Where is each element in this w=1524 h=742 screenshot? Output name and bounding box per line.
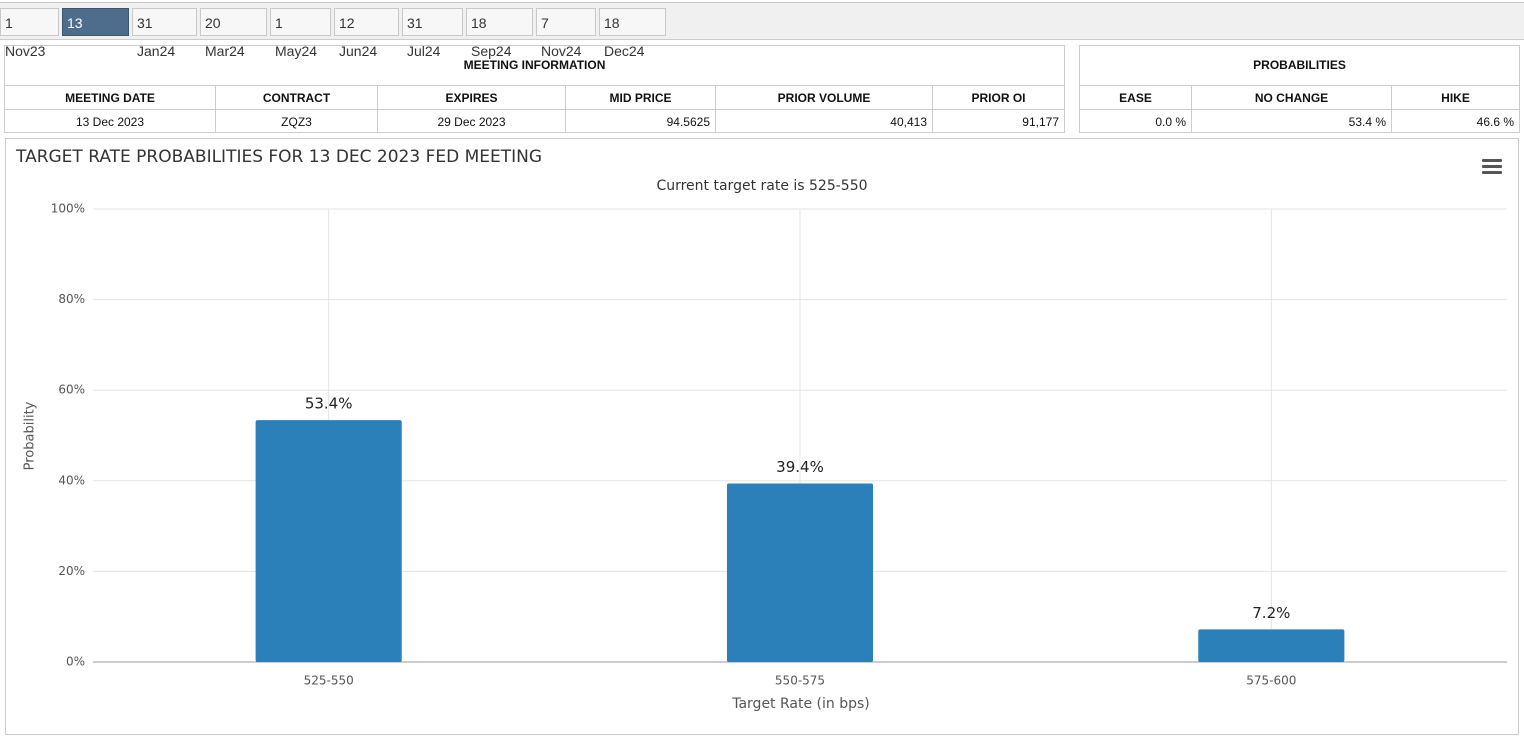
y-tick-label: 100% — [51, 202, 85, 216]
tab[interactable]: 7 Nov24 — [536, 8, 596, 59]
tab[interactable]: 1 Nov23 — [0, 8, 59, 59]
table-cell: 0.0 % — [1080, 109, 1191, 133]
table-cell: 40,413 — [715, 109, 932, 133]
column-header: CONTRACT — [215, 85, 377, 109]
tab-bar: 1 Nov23 13 Dec23 31 Jan24 20 Mar24 1 May24 12… — [0, 2, 1524, 59]
table-title: PROBABILITIES — [1253, 58, 1346, 72]
tab[interactable]: 20 Mar24 — [200, 8, 267, 59]
chart-title: TARGET RATE PROBABILITIES FOR 13 DEC 202… — [15, 147, 542, 167]
table-cell: 94.5625 — [565, 109, 715, 133]
table-cell: 53.4 % — [1191, 109, 1391, 133]
tab[interactable]: 18 Sep24 — [466, 8, 533, 59]
bar — [726, 483, 874, 662]
table-cell: 13 Dec 2023 — [5, 109, 215, 133]
table-cell: ZQZ3 — [215, 109, 377, 133]
x-tick-label: 525-550 — [304, 674, 354, 688]
column-header: NO CHANGE — [1191, 85, 1391, 109]
chart-panel — [5, 138, 1519, 735]
tab[interactable]: 12 Jun24 — [334, 8, 399, 59]
chart-subtitle: Current target rate is 525-550 — [656, 178, 867, 194]
y-tick-label: 80% — [58, 292, 85, 306]
tab[interactable]: 1 May24 — [270, 8, 331, 59]
column-header: PRIOR VOLUME — [715, 85, 932, 109]
table-cell: 46.6 % — [1391, 109, 1519, 133]
y-tick-label: 40% — [58, 473, 85, 487]
x-tick-label: 575-600 — [1246, 674, 1296, 688]
column-header: EASE — [1080, 85, 1191, 109]
tab[interactable]: 13 Dec23 — [62, 8, 129, 59]
bar — [1198, 629, 1345, 662]
menu-icon[interactable] — [1482, 159, 1502, 174]
data-label: 53.4% — [305, 395, 353, 413]
x-tick-label: 550-575 — [775, 674, 825, 688]
probabilities-table: PROBABILITIES EASE 0.0 % NO CHANGE 53.4 % HIK… — [1079, 45, 1520, 133]
column-header: HIKE — [1391, 85, 1519, 109]
table-title: MEETING INFORMATION — [463, 58, 606, 72]
column-header: EXPIRES — [377, 85, 565, 109]
y-tick-label: 60% — [58, 383, 85, 397]
y-tick-label: 20% — [58, 564, 85, 578]
bar — [255, 420, 402, 662]
data-label: 7.2% — [1252, 604, 1290, 622]
table-cell: 29 Dec 2023 — [377, 109, 565, 133]
column-header: MEETING DATE — [5, 85, 215, 109]
y-axis-label: Probability — [23, 401, 38, 470]
meeting-info-table: MEETING INFORMATION MEETING DATE 13 Dec 20… — [4, 45, 1065, 133]
tab[interactable]: 31 Jan24 — [132, 8, 197, 59]
tab[interactable]: 31 Jul24 — [402, 8, 463, 59]
column-header: MID PRICE — [565, 85, 715, 109]
table-cell: 91,177 — [932, 109, 1064, 133]
data-label: 39.4% — [776, 458, 824, 476]
x-axis-label: Target Rate (in bps) — [731, 696, 870, 712]
column-header: PRIOR OI — [932, 85, 1064, 109]
tab[interactable]: 18 Dec24 — [599, 8, 666, 59]
y-tick-label: 0% — [66, 655, 85, 669]
